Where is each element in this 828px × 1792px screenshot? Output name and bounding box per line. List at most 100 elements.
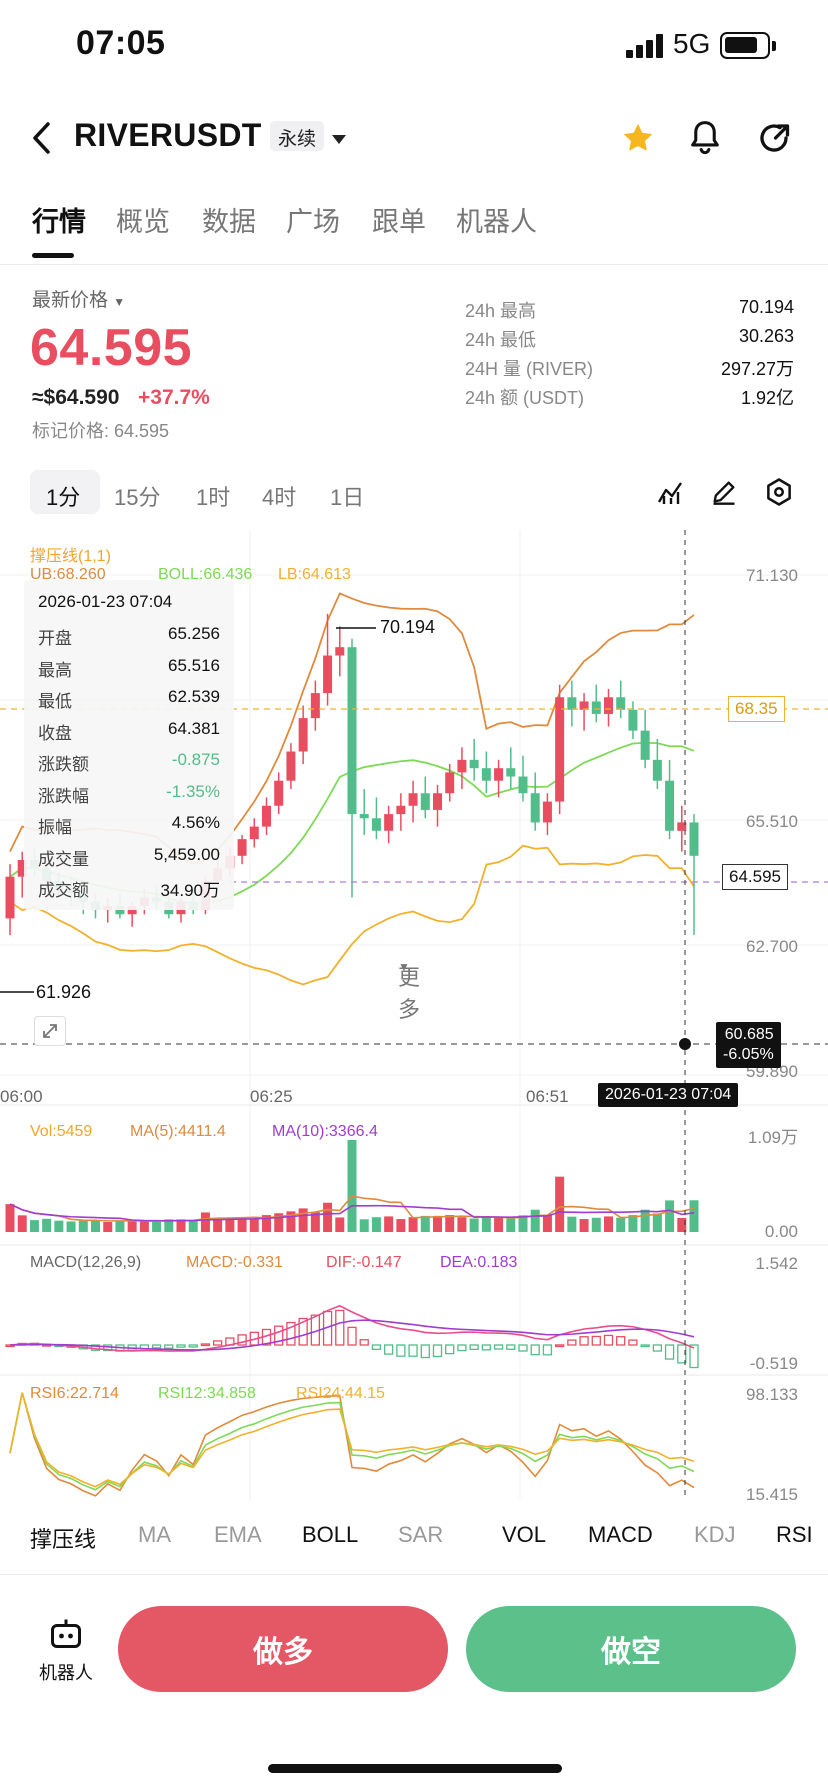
vol-axis-bottom: 0.00 xyxy=(764,1222,798,1241)
timeframe-1d[interactable]: 1日 xyxy=(330,485,365,510)
crosshair-time-box: 2026-01-23 07:04 xyxy=(598,1083,739,1107)
indicator-tab-vol[interactable]: VOL xyxy=(502,1522,547,1547)
candle-body xyxy=(420,793,430,810)
rsi-axis-top: 98.133 xyxy=(746,1385,798,1404)
tooltip-value: 34.90万 xyxy=(160,881,220,900)
draw-tool-icon[interactable] xyxy=(710,478,738,511)
macd-histogram-bar xyxy=(579,1336,589,1346)
volume-bar xyxy=(396,1219,406,1232)
indicator-icon[interactable] xyxy=(656,478,686,511)
share-icon[interactable] xyxy=(756,120,792,161)
macd-histogram-bar xyxy=(481,1344,492,1351)
latest-price-label[interactable]: 最新价格 ▼ xyxy=(32,290,126,311)
volume-bar xyxy=(384,1216,394,1232)
macd-histogram-bar xyxy=(371,1344,382,1350)
timeframe-4h[interactable]: 4时 xyxy=(262,485,297,510)
volume-bar xyxy=(115,1220,125,1232)
candle-body xyxy=(249,826,259,840)
stat-turnover-value: 1.92亿 xyxy=(740,388,794,408)
candle-body xyxy=(677,822,687,831)
pair-title[interactable]: RIVERUSDT xyxy=(74,117,262,153)
boll-lb-legend: LB:64.613 xyxy=(278,566,351,583)
candle-body xyxy=(555,697,565,802)
macd-histogram-bar xyxy=(359,1339,369,1346)
macd-histogram-bar xyxy=(286,1321,296,1346)
timeframe-15m[interactable]: 15分 xyxy=(114,485,161,510)
candle-body xyxy=(591,701,601,714)
tooltip-key: 开盘 xyxy=(38,629,72,648)
tab-overview[interactable]: 概览 xyxy=(116,207,170,237)
candle-body xyxy=(323,655,333,694)
vol-legend: Vol:5459 xyxy=(30,1123,93,1140)
tooltip-key: 成交额 xyxy=(38,881,89,900)
tab-copy-trading[interactable]: 跟单 xyxy=(372,207,426,237)
volume-bar xyxy=(433,1215,442,1232)
contract-type-badge[interactable]: 永续 xyxy=(270,121,325,151)
rsi6-line xyxy=(9,1392,695,1497)
indicator-tab-ema[interactable]: EMA xyxy=(214,1522,262,1547)
macd-histogram-bar xyxy=(506,1344,516,1350)
volume-bar xyxy=(103,1222,113,1232)
rsi-axis-bottom: 15.415 xyxy=(746,1485,798,1504)
macd-histogram-bar xyxy=(591,1335,601,1346)
indicator-tab-sar[interactable]: SAR xyxy=(398,1522,444,1547)
macd-histogram-bar xyxy=(274,1325,284,1346)
volume-bar xyxy=(445,1215,455,1232)
candle-body xyxy=(628,709,638,731)
timeframe-1m[interactable]: 1分 xyxy=(46,485,81,510)
candle-body xyxy=(604,697,613,714)
chevron-down-icon[interactable] xyxy=(332,132,346,150)
macd-histogram-bar xyxy=(188,1344,198,1348)
candle-body xyxy=(433,793,442,810)
tooltip-key: 收盘 xyxy=(38,723,72,743)
long-button[interactable]: 做多 xyxy=(118,1606,448,1692)
vol-ma5-legend: MA(5):4411.4 xyxy=(130,1123,226,1140)
low-price-label: 61.926 xyxy=(36,982,92,1002)
tab-data[interactable]: 数据 xyxy=(202,207,256,237)
macd-histogram-bar xyxy=(347,1326,357,1346)
indicator-tab-support[interactable]: 撑压线 xyxy=(30,1527,97,1552)
timeframe-1h[interactable]: 1时 xyxy=(196,485,231,510)
candle-body xyxy=(579,701,589,710)
macd-histogram-bar xyxy=(530,1344,540,1356)
rsi12-line xyxy=(9,1392,695,1491)
short-button[interactable]: 做空 xyxy=(466,1606,796,1692)
volume-bar xyxy=(347,1140,357,1232)
volume-bar xyxy=(591,1217,601,1232)
vol-axis-top: 1.09万 xyxy=(747,1128,798,1147)
ub-price-tag: 68.35 xyxy=(728,696,785,722)
robot-icon xyxy=(51,1619,81,1648)
crosshair-price-box: 60.685 -6.05% xyxy=(716,1022,781,1068)
tab-bots[interactable]: 机器人 xyxy=(456,207,537,237)
settings-icon[interactable] xyxy=(764,477,794,512)
network-type: 5G xyxy=(673,28,711,59)
indicator-tab-boll[interactable]: BOLL xyxy=(302,1522,359,1547)
expand-icon[interactable] xyxy=(34,1016,66,1046)
volume-bar xyxy=(628,1215,638,1232)
tab-market[interactable]: 行情 xyxy=(32,207,86,237)
volume-bar xyxy=(469,1218,479,1232)
bell-icon[interactable] xyxy=(686,118,724,163)
volume-bar xyxy=(310,1212,320,1232)
macd-histogram-bar xyxy=(408,1344,418,1357)
back-icon[interactable] xyxy=(30,120,54,156)
volume-bar xyxy=(335,1217,345,1232)
indicator-tab-rsi[interactable]: RSI xyxy=(776,1522,813,1547)
rsi12-legend: RSI12:34.858 xyxy=(158,1385,256,1402)
robot-button[interactable]: 机器人 xyxy=(30,1616,102,1686)
stat-high-value: 70.194 xyxy=(738,297,794,317)
star-icon[interactable] xyxy=(620,120,656,161)
stat-low-label: 24h 最低 xyxy=(465,330,537,350)
candle-body xyxy=(530,793,540,823)
indicator-tab-ma[interactable]: MA xyxy=(138,1522,171,1547)
tab-square[interactable]: 广场 xyxy=(286,207,340,237)
volume-bar xyxy=(164,1219,174,1232)
macd-histogram-bar xyxy=(640,1344,650,1348)
stat-volume-label: 24H 量 (RIVER) xyxy=(465,359,594,379)
tab-indicator xyxy=(32,253,74,258)
indicator-tab-macd[interactable]: MACD xyxy=(588,1522,653,1547)
indicator-tab-kdj[interactable]: KDJ xyxy=(694,1522,736,1547)
candle-body xyxy=(274,780,284,806)
volume-bar xyxy=(542,1214,552,1232)
macd-histogram-bar xyxy=(383,1344,394,1355)
